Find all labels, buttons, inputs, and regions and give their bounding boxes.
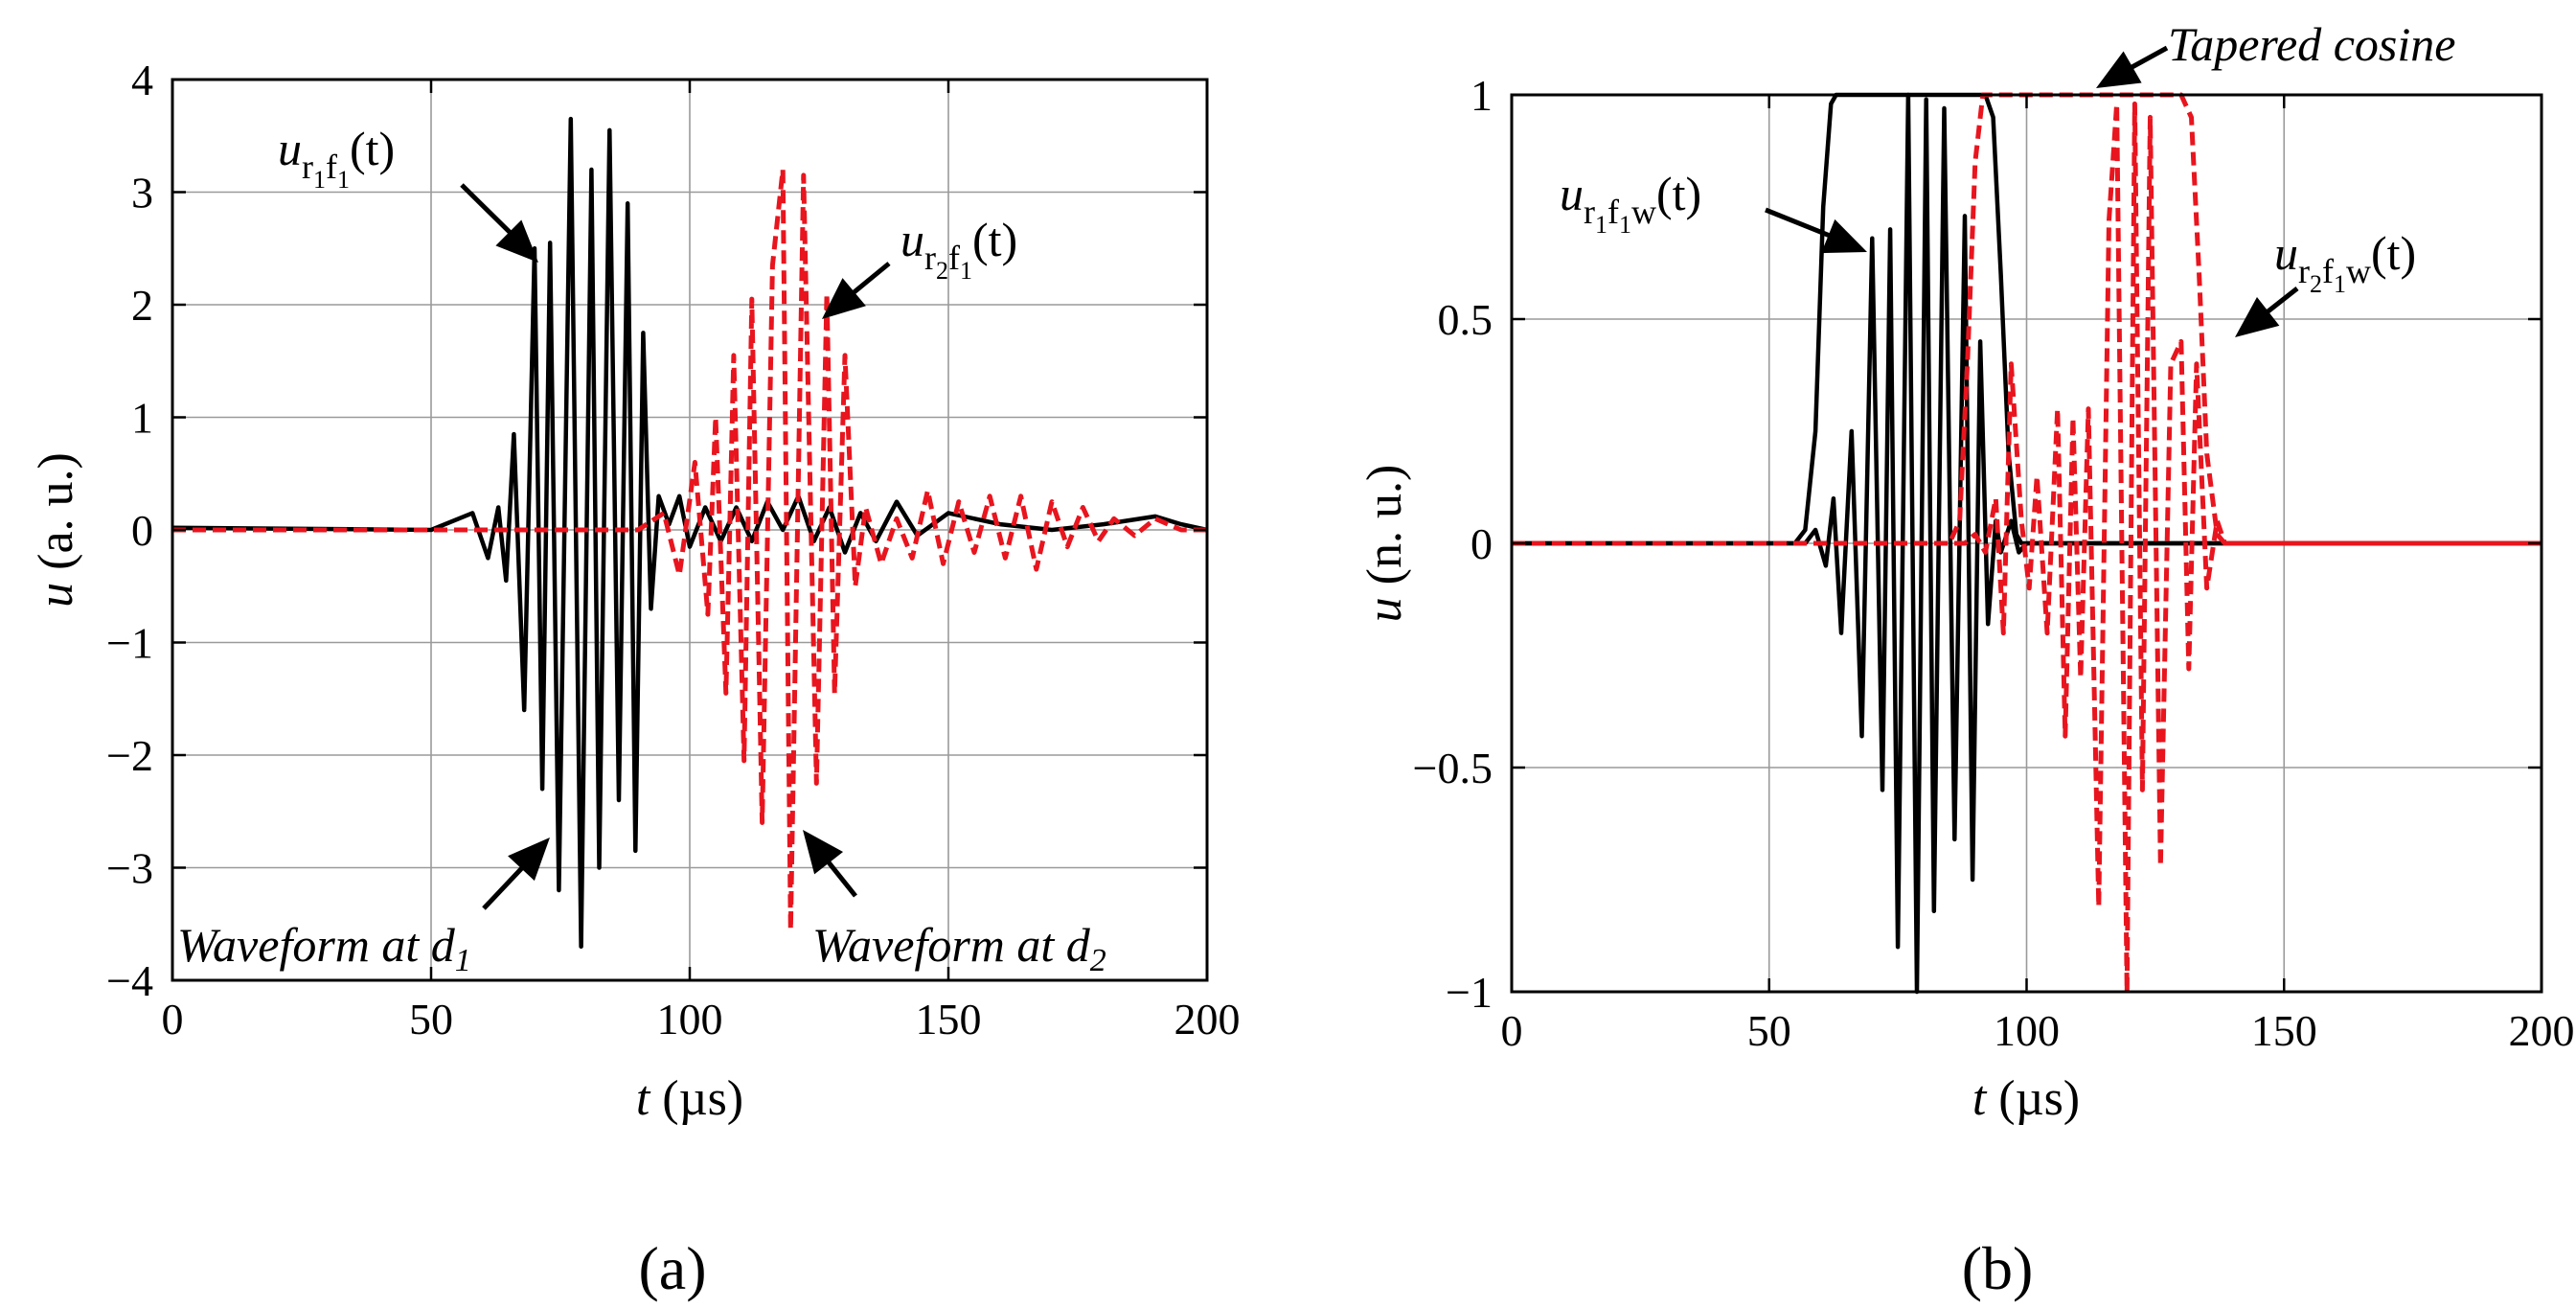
y-axis-unit: (a. u.) — [29, 452, 83, 583]
y-tick-label: −1 — [106, 619, 153, 668]
panel-label-b: (b) — [1962, 1234, 2034, 1302]
label-subsub-1b: 1 — [337, 166, 350, 194]
series-line-2 — [172, 167, 1207, 932]
y-tick-label: 3 — [131, 169, 153, 218]
series-group — [171, 116, 1208, 950]
tick-marks — [171, 78, 1209, 982]
label-base: u — [2274, 226, 2298, 280]
annotation-subscript: 1 — [455, 943, 471, 978]
annotation-text: Waveform at d — [177, 918, 456, 972]
y-tick-labels: −4 −3 −2 −1 0 1 2 3 4 — [106, 56, 153, 1005]
y-tick-label: 1 — [1470, 71, 1493, 120]
label-subsub-1: 1 — [2334, 270, 2346, 298]
label-subsub-2: 2 — [936, 257, 948, 285]
tick-marks — [1510, 93, 2543, 994]
series-label-ur2f1w: ur2f1w(t) — [2274, 226, 2416, 298]
series-label-ur1f1: ur1f1(t) — [278, 122, 395, 194]
label-arrow-head-ur1f1 — [495, 219, 538, 263]
y-tick-label: −2 — [106, 731, 153, 780]
panel-label-a: (a) — [638, 1234, 706, 1302]
label-arg: (t) — [1656, 167, 1701, 220]
label-arg: (t) — [350, 122, 395, 175]
annotation-subscript: 2 — [1090, 943, 1106, 978]
series-label-ur1f1w: ur1f1w(t) — [1560, 167, 1701, 239]
x-tick-labels: 0 50 100 150 200 — [1501, 1006, 2575, 1055]
x-axis-label: t (µs) — [1972, 1071, 2080, 1126]
label-base: u — [1560, 167, 1584, 220]
label-arg: (t) — [972, 213, 1017, 266]
x-tick-label: 150 — [916, 995, 982, 1044]
y-axis-label: u (n. u.) — [1357, 465, 1412, 623]
x-axis-label: t (µs) — [636, 1071, 743, 1126]
x-axis-variable: t — [636, 1071, 651, 1126]
label-arrow-head-ur2f1w — [2235, 296, 2280, 337]
x-tick-labels: 0 50 100 150 200 — [162, 995, 1241, 1044]
label-sub-f: f — [2322, 252, 2334, 290]
x-tick-label: 50 — [409, 995, 453, 1044]
y-tick-label: 0.5 — [1438, 295, 1493, 344]
y-axis-unit: (n. u.) — [1357, 465, 1412, 598]
x-tick-label: 50 — [1747, 1006, 1791, 1055]
x-tick-label: 0 — [162, 995, 184, 1044]
y-tick-label: 4 — [131, 56, 153, 104]
y-tick-label: −4 — [106, 956, 153, 1005]
series-line-3 — [1512, 101, 2542, 995]
label-sub-w: w — [2346, 252, 2371, 290]
y-tick-label: 1 — [131, 394, 153, 443]
y-tick-label: −3 — [106, 844, 153, 893]
x-tick-label: 200 — [1174, 995, 1241, 1044]
label-arrow-head-ur1f1w — [1821, 218, 1867, 254]
annotation-arrow-head-d1 — [508, 838, 550, 882]
x-tick-label: 0 — [1501, 1006, 1523, 1055]
y-axis-variable: u — [1357, 597, 1412, 622]
label-sub-r: r — [2298, 252, 2310, 290]
annotation-arrow-head-tapered — [2096, 51, 2142, 88]
label-sub-r: r — [302, 148, 313, 186]
x-tick-label: 150 — [2251, 1006, 2317, 1055]
label-sub-f: f — [326, 148, 337, 186]
label-subsub-1: 1 — [313, 166, 326, 194]
annotation-tapered-cosine: Tapered cosine — [2168, 17, 2455, 71]
x-tick-label: 100 — [1994, 1006, 2060, 1055]
x-axis-variable: t — [1972, 1071, 1988, 1126]
label-subsub-2: 2 — [2310, 270, 2322, 298]
label-subsub-1b: 1 — [1619, 211, 1631, 239]
x-tick-label: 200 — [2509, 1006, 2575, 1055]
x-axis-unit: (µs) — [1986, 1071, 2080, 1126]
label-base: u — [278, 122, 302, 175]
label-sub-w: w — [1631, 193, 1656, 231]
label-subsub-1: 1 — [960, 257, 972, 285]
y-tick-labels: −1 −0.5 0 0.5 1 — [1413, 71, 1493, 1017]
label-sub-r: r — [1584, 193, 1595, 231]
x-tick-label: 100 — [657, 995, 723, 1044]
y-tick-label: 0 — [131, 506, 153, 555]
annotation-waveform-d2: Waveform at d2 — [812, 918, 1106, 978]
label-arg: (t) — [2371, 226, 2416, 280]
series-label-ur2f1: ur2f1(t) — [900, 213, 1017, 285]
label-arrow-head-ur2f1 — [822, 278, 866, 319]
y-tick-label: 2 — [131, 281, 153, 330]
y-tick-label: 0 — [1470, 519, 1493, 568]
annotation-text: Waveform at d — [812, 918, 1091, 972]
label-sub-r: r — [924, 239, 936, 277]
label-subsub-1: 1 — [1595, 211, 1607, 239]
chart-panel-b: 0 50 100 150 200 −1 −0.5 0 0.5 1 t (µs) u (n. u.… — [1357, 17, 2575, 1302]
y-axis-label: u (a. u.) — [29, 452, 83, 608]
y-tick-label: −0.5 — [1413, 744, 1493, 792]
label-sub-f: f — [1607, 193, 1619, 231]
annotation-waveform-d1: Waveform at d1 — [177, 918, 471, 978]
label-sub-f: f — [948, 239, 960, 277]
y-tick-label: −1 — [1446, 968, 1493, 1017]
x-axis-unit: (µs) — [650, 1071, 743, 1126]
annotation-arrow-head-d2 — [803, 830, 844, 875]
label-base: u — [900, 213, 924, 266]
y-axis-variable: u — [29, 583, 83, 608]
